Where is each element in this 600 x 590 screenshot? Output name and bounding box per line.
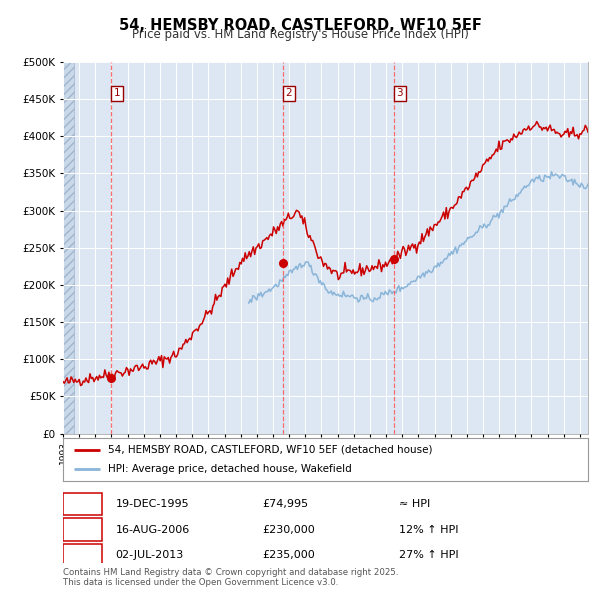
- Text: 27% ↑ HPI: 27% ↑ HPI: [399, 550, 458, 560]
- Text: 1: 1: [79, 499, 86, 509]
- FancyBboxPatch shape: [63, 544, 103, 566]
- Text: 19-DEC-1995: 19-DEC-1995: [115, 499, 189, 509]
- Bar: [63, 62, 74, 434]
- Text: 16-AUG-2006: 16-AUG-2006: [115, 525, 190, 535]
- Text: 3: 3: [79, 550, 86, 560]
- Text: ≈ HPI: ≈ HPI: [399, 499, 430, 509]
- Text: Contains HM Land Registry data © Crown copyright and database right 2025.
This d: Contains HM Land Registry data © Crown c…: [63, 568, 398, 587]
- Text: Price paid vs. HM Land Registry's House Price Index (HPI): Price paid vs. HM Land Registry's House …: [131, 28, 469, 41]
- Text: £74,995: £74,995: [263, 499, 308, 509]
- Text: 54, HEMSBY ROAD, CASTLEFORD, WF10 5EF (detached house): 54, HEMSBY ROAD, CASTLEFORD, WF10 5EF (d…: [107, 445, 432, 455]
- Text: £230,000: £230,000: [263, 525, 315, 535]
- Text: HPI: Average price, detached house, Wakefield: HPI: Average price, detached house, Wake…: [107, 464, 352, 474]
- Text: 2: 2: [79, 525, 86, 535]
- FancyBboxPatch shape: [63, 518, 103, 541]
- Text: 3: 3: [397, 88, 403, 98]
- FancyBboxPatch shape: [63, 493, 103, 515]
- Text: 12% ↑ HPI: 12% ↑ HPI: [399, 525, 458, 535]
- Text: 54, HEMSBY ROAD, CASTLEFORD, WF10 5EF: 54, HEMSBY ROAD, CASTLEFORD, WF10 5EF: [119, 18, 481, 32]
- Text: 02-JUL-2013: 02-JUL-2013: [115, 550, 184, 560]
- Text: 1: 1: [113, 88, 120, 98]
- Text: 2: 2: [286, 88, 292, 98]
- Text: £235,000: £235,000: [263, 550, 315, 560]
